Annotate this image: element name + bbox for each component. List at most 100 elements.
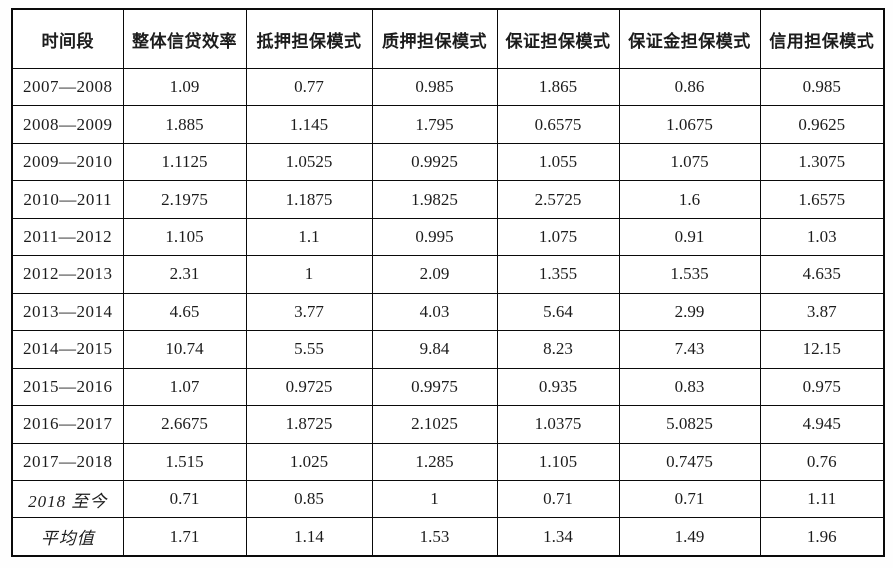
table-row: 2017—2018 1.515 1.025 1.285 1.105 0.7475 0.76	[11, 442, 885, 481]
value-cell: 1.075	[618, 142, 761, 182]
period-cell: 2013—2014	[11, 292, 124, 332]
table-row: 2008—2009 1.885 1.145 1.795 0.6575 1.0675 0.96…	[11, 105, 885, 144]
value-cell: 3.87	[759, 292, 885, 332]
table-row: 2009—2010 1.1125 1.0525 0.9925 1.055 1.075 1.3…	[11, 142, 885, 182]
period-cell: 2014—2015	[11, 330, 124, 369]
column-header-mortgage: 抵押担保模式	[245, 8, 373, 69]
value-cell: 0.83	[618, 367, 761, 407]
table-row: 平均值 1.71 1.14 1.53 1.34 1.49 1.96	[11, 517, 885, 557]
value-cell: 1.96	[759, 517, 885, 557]
period-cell: 平均值	[11, 517, 124, 557]
period-cell: 2007—2008	[11, 67, 124, 107]
value-cell: 1.0375	[496, 405, 620, 444]
value-cell: 0.86	[618, 67, 761, 107]
table-row: 2014—2015 10.74 5.55 9.84 8.23 7.43 12.15	[11, 330, 885, 369]
value-cell: 1	[371, 479, 498, 519]
value-cell: 4.635	[759, 255, 885, 294]
table-row: 2015—2016 1.07 0.9725 0.9975 0.935 0.83 0.975	[11, 367, 885, 407]
value-cell: 4.03	[371, 292, 498, 332]
value-cell: 2.6675	[122, 405, 247, 444]
value-cell: 1.1875	[245, 180, 373, 219]
value-cell: 4.945	[759, 405, 885, 444]
value-cell: 10.74	[122, 330, 247, 369]
period-cell: 2012—2013	[11, 255, 124, 294]
period-cell: 2008—2009	[11, 105, 124, 144]
value-cell: 1.71	[122, 517, 247, 557]
value-cell: 0.6575	[496, 105, 620, 144]
value-cell: 1.105	[122, 217, 247, 257]
value-cell: 1.6	[618, 180, 761, 219]
period-cell: 2010—2011	[11, 180, 124, 219]
value-cell: 0.985	[759, 67, 885, 107]
value-cell: 8.23	[496, 330, 620, 369]
value-cell: 4.65	[122, 292, 247, 332]
value-cell: 1.09	[122, 67, 247, 107]
value-cell: 0.71	[122, 479, 247, 519]
value-cell: 1.3075	[759, 142, 885, 182]
value-cell: 1.0675	[618, 105, 761, 144]
value-cell: 5.55	[245, 330, 373, 369]
value-cell: 12.15	[759, 330, 885, 369]
value-cell: 2.1975	[122, 180, 247, 219]
value-cell: 1.9825	[371, 180, 498, 219]
value-cell: 1.49	[618, 517, 761, 557]
period-cell: 2015—2016	[11, 367, 124, 407]
value-cell: 0.76	[759, 442, 885, 481]
value-cell: 0.935	[496, 367, 620, 407]
value-cell: 1.53	[371, 517, 498, 557]
value-cell: 1.795	[371, 105, 498, 144]
value-cell: 0.975	[759, 367, 885, 407]
value-cell: 0.7475	[618, 442, 761, 481]
table-row: 2007—2008 1.09 0.77 0.985 1.865 0.86 0.985	[11, 67, 885, 107]
value-cell: 1.1125	[122, 142, 247, 182]
value-cell: 1.535	[618, 255, 761, 294]
value-cell: 0.995	[371, 217, 498, 257]
value-cell: 1.1	[245, 217, 373, 257]
value-cell: 9.84	[371, 330, 498, 369]
table-body: 2007—2008 1.09 0.77 0.985 1.865 0.86 0.985 2008…	[11, 67, 885, 557]
value-cell: 0.71	[618, 479, 761, 519]
period-cell: 2011—2012	[11, 217, 124, 257]
value-cell: 0.71	[496, 479, 620, 519]
period-cell: 2009—2010	[11, 142, 124, 182]
table-row: 2011—2012 1.105 1.1 0.995 1.075 0.91 1.03	[11, 217, 885, 257]
value-cell: 2.99	[618, 292, 761, 332]
value-cell: 1.285	[371, 442, 498, 481]
value-cell: 1.07	[122, 367, 247, 407]
value-cell: 1.075	[496, 217, 620, 257]
table-row: 2010—2011 2.1975 1.1875 1.9825 2.5725 1.6 1.65…	[11, 180, 885, 219]
column-header-pledge: 质押担保模式	[371, 8, 498, 69]
column-header-credit: 信用担保模式	[759, 8, 885, 69]
value-cell: 1.515	[122, 442, 247, 481]
value-cell: 0.91	[618, 217, 761, 257]
column-header-overall: 整体信贷效率	[122, 8, 247, 69]
column-header-margin: 保证金担保模式	[618, 8, 761, 69]
value-cell: 1.6575	[759, 180, 885, 219]
value-cell: 5.64	[496, 292, 620, 332]
value-cell: 2.09	[371, 255, 498, 294]
value-cell: 1.34	[496, 517, 620, 557]
value-cell: 3.77	[245, 292, 373, 332]
column-header-period: 时间段	[11, 8, 124, 69]
value-cell: 0.9925	[371, 142, 498, 182]
value-cell: 0.9725	[245, 367, 373, 407]
value-cell: 5.0825	[618, 405, 761, 444]
value-cell: 0.85	[245, 479, 373, 519]
value-cell: 0.9975	[371, 367, 498, 407]
value-cell: 1.11	[759, 479, 885, 519]
value-cell: 2.31	[122, 255, 247, 294]
value-cell: 1	[245, 255, 373, 294]
column-header-guarantee: 保证担保模式	[496, 8, 620, 69]
value-cell: 7.43	[618, 330, 761, 369]
value-cell: 0.77	[245, 67, 373, 107]
value-cell: 2.1025	[371, 405, 498, 444]
value-cell: 0.985	[371, 67, 498, 107]
value-cell: 1.145	[245, 105, 373, 144]
value-cell: 1.105	[496, 442, 620, 481]
value-cell: 1.025	[245, 442, 373, 481]
value-cell: 1.8725	[245, 405, 373, 444]
table-row: 2012—2013 2.31 1 2.09 1.355 1.535 4.635	[11, 255, 885, 294]
value-cell: 2.5725	[496, 180, 620, 219]
table-row: 2018 至今 0.71 0.85 1 0.71 0.71 1.11	[11, 479, 885, 519]
